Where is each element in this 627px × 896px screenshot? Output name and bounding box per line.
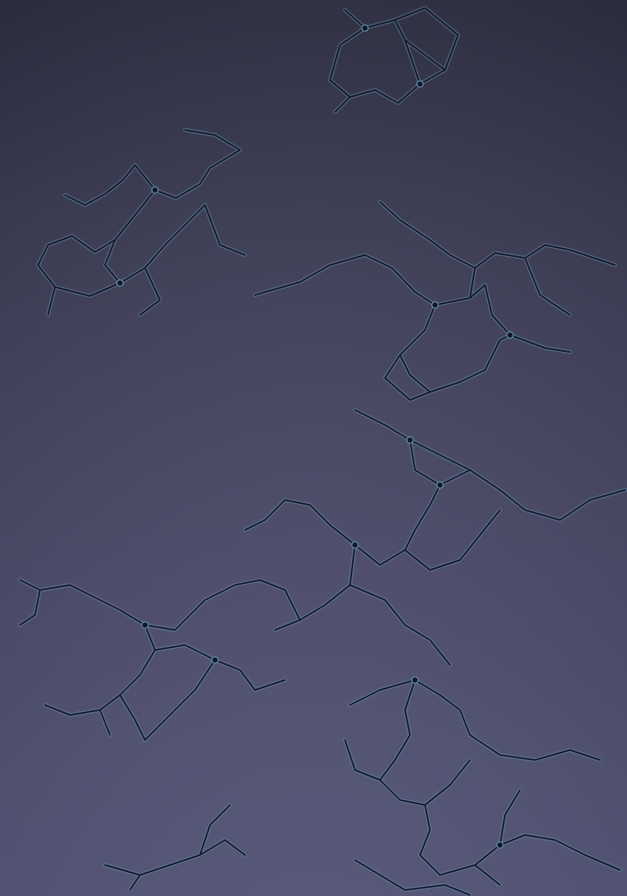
crack-cluster-mid-right: [252, 199, 618, 403]
crack-cluster-mid-right: [254, 201, 616, 401]
crack-cluster-left-lower: [19, 579, 286, 741]
mesh-node: [416, 80, 424, 88]
crack-cluster-center: [202, 407, 627, 668]
mesh-node: [496, 841, 504, 849]
mesh-dark-layer: [19, 7, 626, 896]
crack-cluster-left-upper: [37, 129, 246, 316]
mesh-node: [436, 481, 444, 489]
crack-cluster-left-lower: [17, 577, 288, 743]
mesh-nodes: [116, 24, 514, 849]
crack-cluster-bottom-left: [102, 802, 473, 896]
mesh-node: [211, 656, 219, 664]
mesh-node: [361, 24, 369, 32]
mesh-node: [151, 186, 159, 194]
mesh-glow-layer: [17, 5, 627, 896]
mesh-node: [141, 621, 149, 629]
crack-cluster-center: [204, 409, 626, 666]
crack-cluster-bottom-right: [344, 679, 621, 886]
mesh-node: [406, 436, 414, 444]
mesh-node: [116, 279, 124, 287]
crack-cluster-left-upper: [35, 127, 248, 318]
crack-cluster-bottom-left: [104, 804, 471, 896]
crack-cluster-bottom-right: [342, 677, 623, 888]
mesh-node: [411, 676, 419, 684]
mesh-node: [431, 301, 439, 309]
mesh-node: [506, 331, 514, 339]
crack-cluster-top: [329, 7, 459, 113]
mesh-node: [351, 541, 359, 549]
